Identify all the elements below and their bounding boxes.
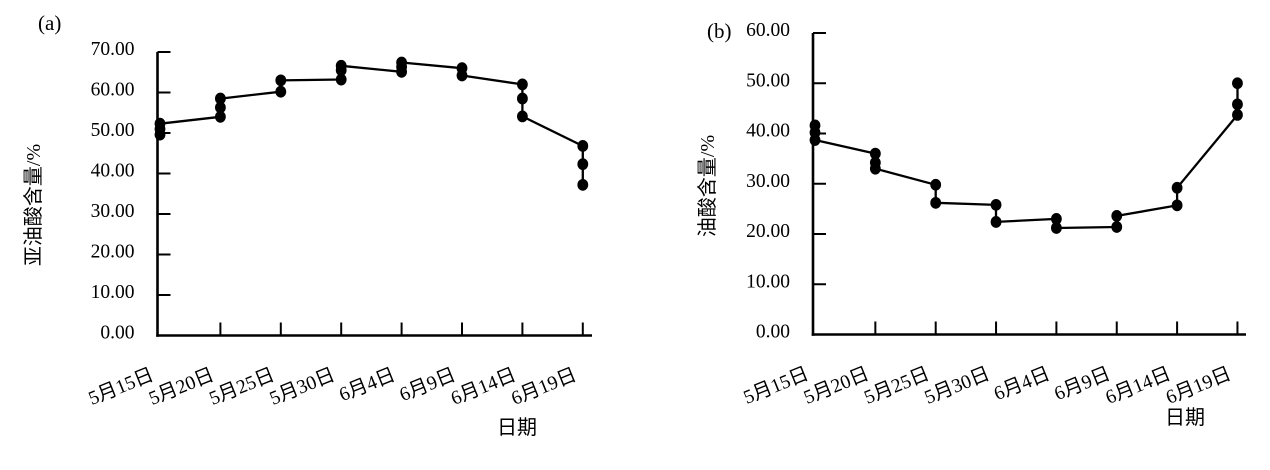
y-tick-label: 20.00 xyxy=(746,221,790,242)
data-point xyxy=(1111,210,1123,222)
x-tick-label: 6月4日 xyxy=(991,364,1053,405)
data-point xyxy=(577,178,589,191)
y-tick-label: 40.00 xyxy=(91,161,135,182)
y-tick-label: 50.00 xyxy=(746,70,790,91)
panel-label: (b) xyxy=(707,19,732,43)
data-point xyxy=(1171,181,1183,194)
data-point xyxy=(154,117,166,130)
y-tick-label: 10.00 xyxy=(746,271,790,292)
data-point xyxy=(1171,199,1183,212)
data-point xyxy=(1051,213,1062,225)
data-point xyxy=(215,101,226,114)
x-tick-label: 6月9日 xyxy=(397,365,459,406)
data-point xyxy=(517,78,528,91)
data-point xyxy=(869,147,881,160)
x-tick-label: 6月4日 xyxy=(336,365,398,406)
data-point xyxy=(990,198,1002,211)
data-point xyxy=(869,162,881,175)
y-tick-label: 70.00 xyxy=(91,39,135,60)
x-tick-label: 5月30日 xyxy=(267,365,338,410)
data-point xyxy=(930,178,942,191)
data-point xyxy=(1111,221,1123,233)
data-point xyxy=(335,73,347,86)
x-axis-title: 日期 xyxy=(497,417,537,439)
y-tick-label: 40.00 xyxy=(746,121,790,142)
x-axis-title: 日期 xyxy=(1165,407,1205,429)
y-tick-label: 60.00 xyxy=(91,80,135,101)
data-point xyxy=(517,92,528,105)
data-point xyxy=(517,110,528,123)
y-tick-label: 0.00 xyxy=(756,322,790,343)
x-tick-label: 5月25日 xyxy=(861,364,932,409)
data-point xyxy=(1232,77,1243,90)
x-tick-label: 6月14日 xyxy=(1103,364,1174,409)
panel-b: 0.0010.0020.0030.0040.0050.0060.005月15日5… xyxy=(696,19,1246,429)
data-point xyxy=(990,216,1002,228)
x-tick-label: 5月15日 xyxy=(741,364,812,409)
y-tick-label: 10.00 xyxy=(91,282,135,303)
panel-label: (a) xyxy=(38,11,61,35)
data-point xyxy=(275,85,287,98)
x-tick-label: 6月14日 xyxy=(448,365,519,410)
x-tick-label: 6月19日 xyxy=(1163,364,1234,409)
x-tick-label: 5月15日 xyxy=(86,365,157,410)
data-point xyxy=(275,74,287,87)
x-tick-label: 5月20日 xyxy=(801,364,872,409)
data-point xyxy=(215,92,226,105)
y-tick-label: 0.00 xyxy=(100,323,134,344)
y-tick-label: 30.00 xyxy=(746,171,790,192)
data-point xyxy=(1232,98,1243,111)
x-tick-label: 5月30日 xyxy=(922,364,993,409)
y-tick-label: 30.00 xyxy=(91,201,135,222)
panel-a: 0.00 10.00 20.00 30.00 40.00 50.00 60.00 70.00 5… xyxy=(22,11,592,439)
x-tick-label: 5月25日 xyxy=(207,365,278,410)
y-tick-label: 20.00 xyxy=(91,242,135,263)
x-tick-label: 5月20日 xyxy=(146,365,217,410)
data-point xyxy=(577,140,589,152)
y-tick-label: 50.00 xyxy=(91,120,135,141)
data-point xyxy=(809,134,821,146)
data-point xyxy=(1232,109,1243,121)
data-point xyxy=(215,110,226,123)
data-point xyxy=(456,69,468,82)
data-point xyxy=(930,196,942,209)
data-point xyxy=(335,59,347,72)
data-point xyxy=(1051,222,1062,234)
y-axis-title: 亚油酸含量/% xyxy=(22,144,45,266)
x-tick-label: 6月9日 xyxy=(1052,364,1114,405)
data-point xyxy=(396,56,407,69)
x-tick-label: 6月19日 xyxy=(509,365,580,410)
data-point xyxy=(577,158,589,171)
y-axis-title: 油酸含量/% xyxy=(696,135,719,237)
y-tick-label: 60.00 xyxy=(746,20,790,41)
